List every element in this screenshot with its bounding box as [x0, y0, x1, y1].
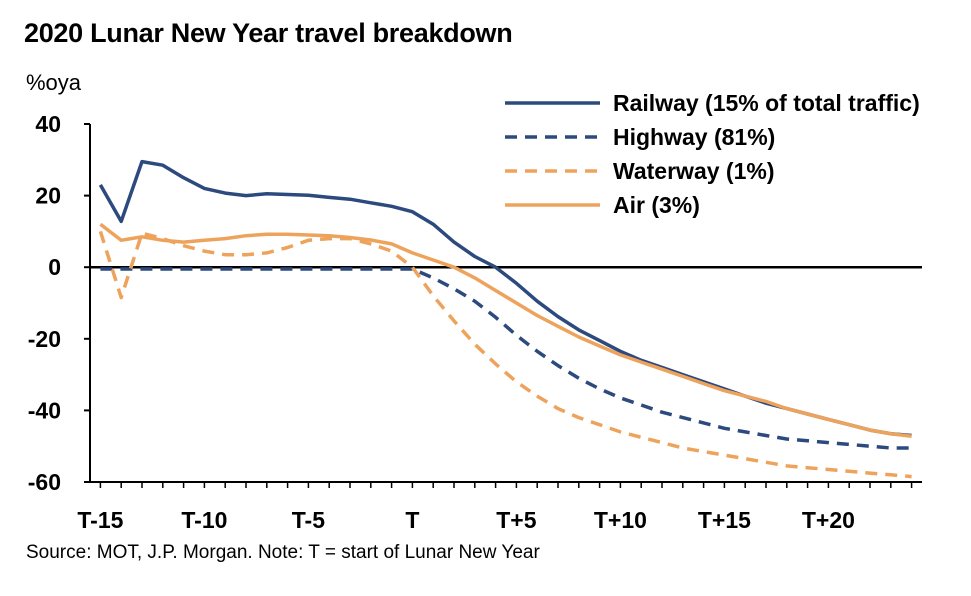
x-tick-label: T+15: [698, 507, 751, 533]
x-tick-label: T-5: [292, 507, 325, 533]
y-tick-label: -40: [28, 397, 61, 423]
legend-label-0: Railway (15% of total traffic): [613, 90, 920, 116]
y-axis-label: %oya: [26, 70, 82, 95]
series-line-1: [100, 267, 912, 450]
legend-label-3: Air (3%): [613, 192, 700, 218]
x-tick-label: T: [405, 507, 419, 533]
legend-label-2: Waterway (1%): [613, 158, 774, 184]
axes: [84, 123, 922, 488]
y-tick-label: 40: [35, 111, 61, 137]
tick-labels: 40 20 0 -20 -40 -60 T-15 T-10 T-5 T T+5 T+10 T+15 T+2…: [28, 111, 855, 533]
chart-title: 2020 Lunar New Year travel breakdown: [24, 18, 513, 48]
series-lines: [98, 159, 912, 479]
series-line-2: [98, 230, 912, 479]
legend-label-1: Highway (81%): [613, 124, 775, 150]
source-note: Source: MOT, J.P. Morgan. Note: T = star…: [26, 542, 540, 563]
y-tick-label: -60: [28, 469, 61, 495]
x-tick-label: T-10: [181, 507, 227, 533]
x-tick-label: T+5: [496, 507, 536, 533]
y-tick-label: -20: [28, 326, 61, 352]
x-tick-label: T+20: [802, 507, 855, 533]
x-tick-label: T+10: [594, 507, 647, 533]
x-tick-label: T-15: [77, 507, 123, 533]
series-line-3: [99, 222, 912, 438]
y-tick-label: 20: [35, 183, 61, 209]
y-tick-label: 0: [48, 254, 61, 280]
legend: Railway (15% of total traffic) Highway (8…: [505, 90, 920, 218]
